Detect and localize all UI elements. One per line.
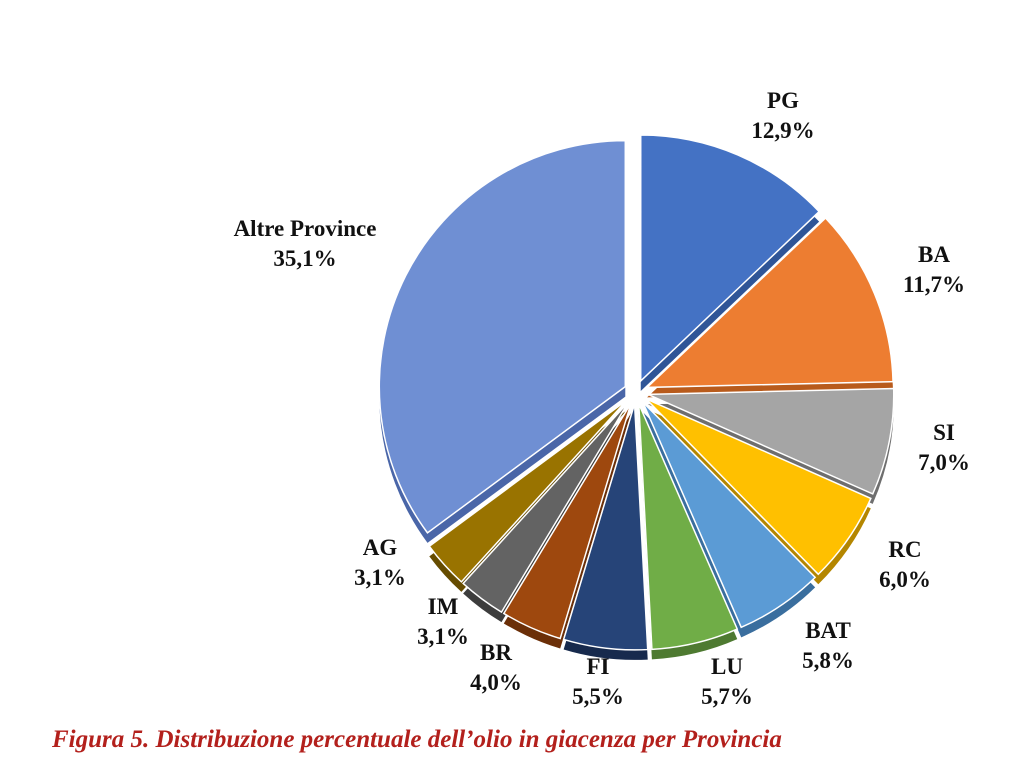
slice-category-label: IM <box>428 594 459 619</box>
pie-slice-rc <box>645 398 872 576</box>
slice-value-label: 5,5% <box>572 684 624 709</box>
slice-category-label: SI <box>933 420 955 445</box>
slice-label-ag: AG 3,1% <box>354 535 406 590</box>
slice-category-label: Altre Province <box>234 216 377 241</box>
slice-category-label: BAT <box>805 618 851 643</box>
slice-label-im: IM 3,1% <box>417 594 469 649</box>
slice-label-bat: BAT 5,8% <box>802 618 854 673</box>
slice-value-label: 4,0% <box>470 670 522 695</box>
pie-slice-lu <box>638 403 739 651</box>
slice-category-label: BR <box>480 640 512 665</box>
pie-slices <box>378 134 895 660</box>
pie-slice-im <box>462 401 630 614</box>
pie-slice-bat <box>642 401 817 629</box>
slice-label-ba: BA 11,7% <box>903 242 965 297</box>
slice-category-label: PG <box>767 88 799 113</box>
slice-value-label: 35,1% <box>273 246 336 271</box>
pie-slice-fi <box>562 403 649 651</box>
slice-label-rc: RC 6,0% <box>879 537 931 592</box>
slice-label-br: BR 4,0% <box>470 640 522 695</box>
slice-label-lu: LU 5,7% <box>701 654 753 709</box>
slice-value-label: 5,8% <box>802 648 854 673</box>
pie-slice-ba <box>645 216 894 389</box>
slice-category-label: FI <box>587 654 610 679</box>
figure-caption: Figura 5. Distribuzione percentuale dell… <box>52 726 782 753</box>
pie-slice-ag <box>428 399 628 583</box>
slice-label-pg: PG 12,9% <box>751 88 814 143</box>
pie-slice-br <box>502 402 632 640</box>
slice-category-label: RC <box>888 537 921 562</box>
slice-label-si: SI 7,0% <box>918 420 970 475</box>
slice-value-label: 11,7% <box>903 272 965 297</box>
pie-slice-si <box>647 387 895 495</box>
slice-label-fi: FI 5,5% <box>572 654 624 709</box>
pie-slice-altre-province <box>378 139 627 534</box>
slice-category-label: AG <box>363 535 398 560</box>
slice-value-label: 3,1% <box>417 624 469 649</box>
slice-category-label: BA <box>918 242 950 267</box>
slice-value-label: 7,0% <box>918 450 970 475</box>
slice-value-label: 5,7% <box>701 684 753 709</box>
slice-value-label: 3,1% <box>354 565 406 590</box>
pie-slice-pg <box>639 134 821 383</box>
slice-value-label: 12,9% <box>751 118 814 143</box>
pie-labels: PG 12,9% BA 11,7% SI 7,0% RC 6,0% BAT 5,8% LU 5,7% F… <box>234 88 970 709</box>
slice-category-label: LU <box>711 654 743 679</box>
slice-label-altre-province: Altre Province 35,1% <box>234 216 377 271</box>
slice-value-label: 6,0% <box>879 567 931 592</box>
